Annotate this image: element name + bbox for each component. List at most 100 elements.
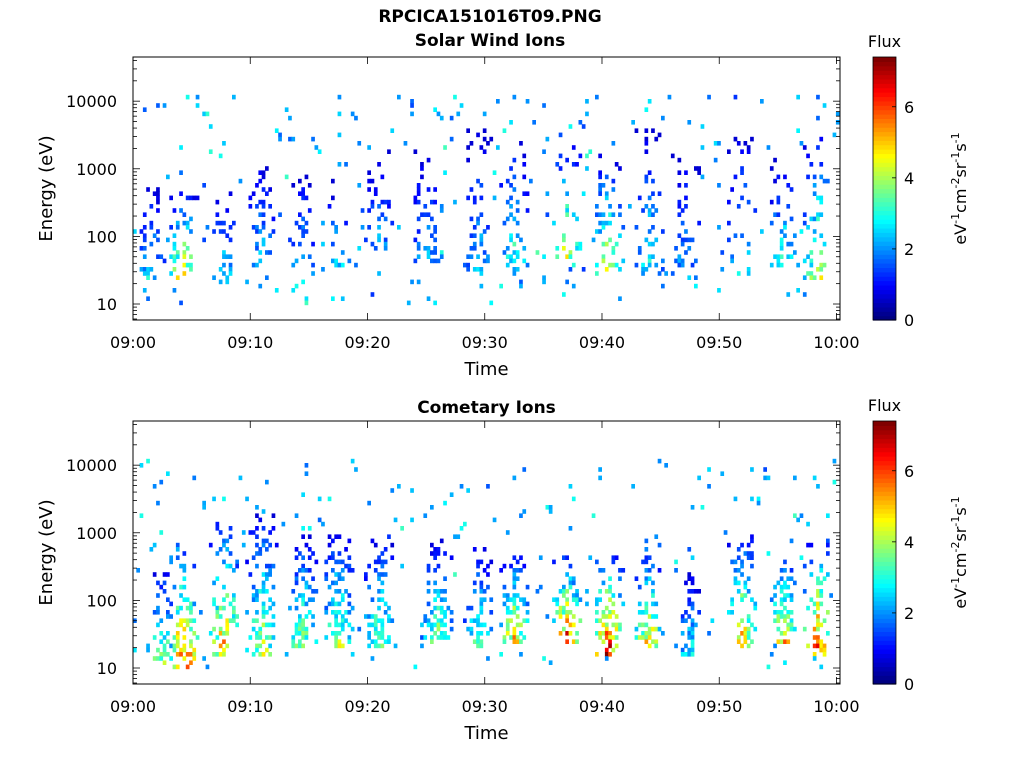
heatmap-cell [730, 601, 734, 607]
heatmap-cell [532, 120, 536, 125]
heatmap-cell [750, 136, 754, 142]
heatmap-cell [182, 250, 187, 255]
heatmap-cell [397, 484, 401, 489]
heatmap-cell [776, 639, 781, 644]
heatmap-cell [598, 191, 602, 196]
heatmap-cell [700, 505, 705, 510]
heatmap-cell [773, 212, 777, 217]
colorbar-gradient [873, 600, 896, 606]
heatmap-cell [172, 647, 177, 653]
heatmap-cell [423, 212, 428, 217]
heatmap-cell [271, 601, 276, 607]
colorbar-gradient [873, 627, 896, 632]
heatmap-cell [416, 241, 421, 247]
heatmap-cell [324, 559, 329, 565]
heatmap-cell [684, 250, 688, 255]
heatmap-cell [651, 254, 655, 259]
heatmap-cell [453, 534, 457, 539]
heatmap-cell [377, 233, 381, 238]
heatmap-cell [426, 589, 431, 594]
heatmap-cell [826, 178, 830, 184]
heatmap-cell [786, 622, 791, 628]
heatmap-cell [443, 145, 447, 150]
heatmap-cell [175, 225, 180, 230]
heatmap-cell [301, 555, 305, 560]
heatmap-cell [816, 580, 820, 586]
heatmap-cell [251, 597, 256, 602]
heatmap-cell [311, 262, 315, 268]
heatmap-cell [783, 639, 787, 644]
heatmap-cell [472, 241, 477, 247]
heatmap-cell [575, 631, 579, 636]
heatmap-cell [826, 513, 830, 518]
heatmap-cell [832, 458, 837, 464]
heatmap-cell [307, 183, 312, 188]
heatmap-cell [357, 246, 362, 251]
heatmap-cell [439, 204, 444, 209]
colorbar-gradient [873, 504, 896, 510]
heatmap-cell [621, 225, 626, 230]
heatmap-cell [370, 292, 375, 297]
heatmap-cell [373, 631, 378, 636]
heatmap-cell [512, 597, 517, 602]
heatmap-cell [479, 212, 484, 217]
heatmap-cell [439, 589, 444, 594]
heatmap-cell [522, 467, 527, 472]
heatmap-cell [677, 262, 682, 268]
heatmap-cell [492, 517, 497, 523]
heatmap-cell [413, 258, 418, 264]
heatmap-cell [690, 639, 695, 644]
heatmap-cell [661, 631, 665, 636]
heatmap-cell [614, 622, 619, 628]
heatmap-cell [750, 534, 754, 539]
heatmap-cell [604, 174, 609, 180]
heatmap-cell [505, 199, 510, 205]
heatmap-cell [806, 605, 810, 611]
heatmap-cell [182, 643, 187, 649]
heatmap-cell [555, 246, 560, 251]
heatmap-cell [608, 652, 612, 657]
heatmap-cell [661, 283, 665, 289]
heatmap-cell [614, 614, 619, 619]
heatmap-cell [156, 656, 160, 661]
heatmap-cell [291, 643, 296, 649]
heatmap-cell [228, 551, 233, 556]
heatmap-cell [641, 631, 645, 636]
heatmap-cell [611, 262, 616, 268]
heatmap-cell [156, 622, 160, 628]
heatmap-cell [142, 271, 147, 276]
heatmap-cell [601, 610, 606, 615]
heatmap-cell [430, 610, 434, 615]
heatmap-cell [486, 572, 490, 577]
colorbar-gradient [873, 245, 896, 251]
colorbar-gradient [873, 539, 896, 545]
heatmap-cell [416, 183, 421, 188]
heatmap-cell [611, 559, 616, 565]
heatmap-cell [509, 120, 513, 125]
colorbar-gradient [873, 587, 896, 593]
heatmap-cell [637, 635, 642, 640]
heatmap-cell [786, 639, 791, 644]
heatmap-cell [175, 652, 180, 657]
heatmap-cell [340, 559, 345, 565]
heatmap-cell [743, 593, 748, 598]
heatmap-cell [261, 187, 266, 192]
heatmap-cell [255, 246, 259, 251]
heatmap-cell [334, 614, 338, 619]
heatmap-cell [469, 626, 474, 632]
heatmap-cell [189, 262, 193, 268]
heatmap-cell [816, 635, 820, 640]
heatmap-cell [509, 597, 513, 602]
heatmap-cell [169, 555, 173, 560]
heatmap-cell [298, 626, 302, 632]
heatmap-cell [806, 153, 810, 159]
heatmap-cell [604, 605, 609, 611]
heatmap-cell [433, 597, 437, 602]
heatmap-cell [268, 605, 272, 611]
heatmap-cell [585, 601, 589, 607]
heatmap-cell [641, 559, 645, 565]
heatmap-cell [601, 614, 606, 619]
heatmap-cell [288, 237, 292, 243]
